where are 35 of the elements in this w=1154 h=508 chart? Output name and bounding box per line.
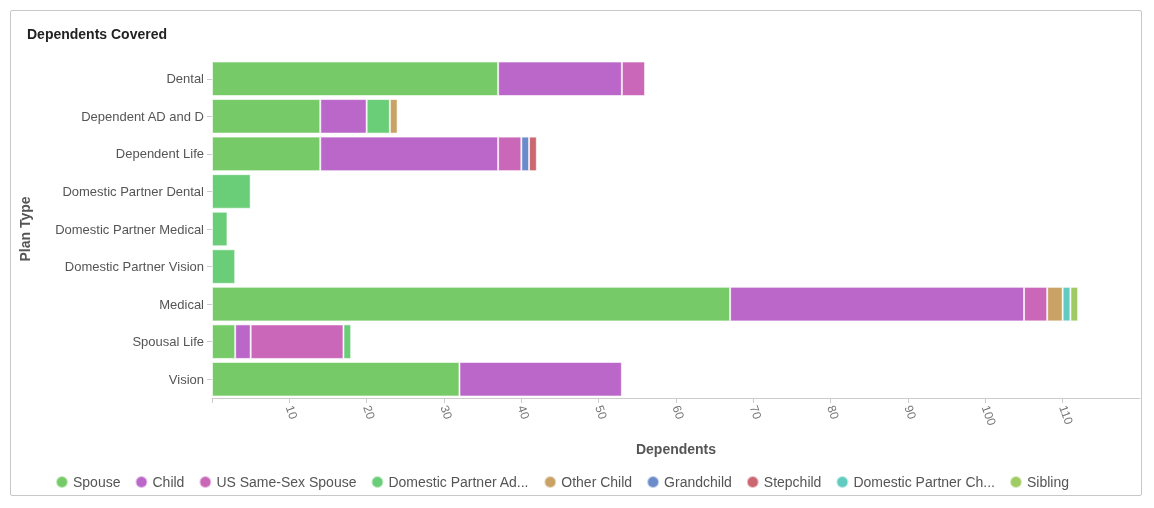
x-tick-label: 40	[514, 403, 533, 422]
x-tick-label: 60	[669, 403, 688, 422]
text: Dependents Covered	[27, 26, 168, 42]
y-tick-label: Dependent AD and D	[81, 108, 204, 124]
y-tick-label: Domestic Partner Dental	[62, 183, 205, 199]
y-tick-label: Spousal Life	[132, 334, 204, 350]
x-tick-label: 90	[901, 403, 920, 422]
bar	[212, 174, 251, 209]
x-tick-label: 20	[360, 403, 378, 422]
x-tick-label: 100	[978, 403, 999, 428]
x-tick-label: 30	[437, 403, 456, 422]
x-tick-label: 110	[1056, 403, 1076, 427]
x-tick-label: 80	[824, 403, 842, 422]
legend-label: Spouse	[73, 474, 121, 490]
y-tick-label: Dependent Life	[115, 146, 204, 162]
y-tick-label: Dental	[166, 71, 205, 87]
y-tick-label: Vision	[168, 371, 204, 387]
y-axis-title: Plan Type	[17, 196, 33, 262]
legend-label: Sibling	[1026, 474, 1070, 490]
legend-label: Other Child	[561, 474, 633, 490]
legend-label: Stepchild	[763, 474, 822, 490]
x-tick-label: 50	[592, 403, 610, 422]
x-tick-label: 70	[746, 403, 765, 422]
legend-label: Domestic Partner Ad...	[388, 474, 529, 490]
legend-label: US Same-Sex Spouse	[216, 474, 357, 490]
x-tick-label: 10	[282, 403, 301, 422]
legend-label: Domestic Partner Ch...	[853, 474, 995, 490]
bar	[212, 249, 236, 284]
y-tick-label: Medical	[159, 296, 205, 312]
bar	[212, 211, 228, 247]
y-tick-label: Domestic Partner Medical	[55, 221, 205, 237]
x-axis-title: Dependents	[635, 441, 717, 457]
y-tick-label: Domestic Partner Vision	[64, 259, 204, 275]
legend-label: Child	[152, 474, 185, 490]
legend-label: Grandchild	[664, 474, 732, 490]
